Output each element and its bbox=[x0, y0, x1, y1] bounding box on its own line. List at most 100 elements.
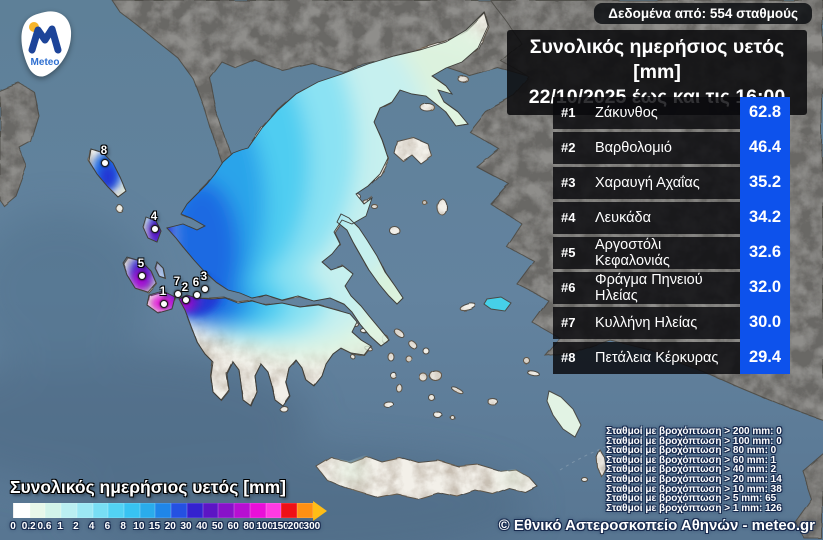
legend-tick: 4 bbox=[88, 521, 95, 532]
logo-m-glyph bbox=[28, 25, 62, 54]
station-stats: Σταθμοί με βροχόπτωση > 200 mm: 0 Σταθμοί… bbox=[606, 427, 782, 513]
stat-line: Σταθμοί με βροχόπτωση > 20 mm: 14 bbox=[606, 473, 782, 485]
precip-value: 32.6 bbox=[748, 243, 782, 262]
legend-color-bar bbox=[13, 500, 327, 521]
lesbos bbox=[393, 136, 432, 164]
marker-dot bbox=[160, 300, 168, 308]
legend-segment bbox=[92, 503, 109, 518]
marker-dot bbox=[201, 285, 209, 293]
legend-segment bbox=[218, 503, 235, 518]
rank-label: #8 bbox=[561, 350, 576, 366]
marker-number: 4 bbox=[150, 211, 158, 223]
marker-dot bbox=[193, 291, 201, 299]
legend-tick: 300 bbox=[303, 521, 321, 532]
rank-label: #7 bbox=[561, 315, 576, 331]
stat-line: Σταθμοί με βροχόπτωση > 80 mm: 0 bbox=[606, 445, 777, 457]
rhodes bbox=[546, 390, 582, 438]
legend-tick: 60 bbox=[227, 521, 239, 532]
marker-number: 6 bbox=[192, 277, 200, 289]
ranking-row: #8 Πετάλεια Κέρκυρας 29.4 bbox=[553, 342, 790, 374]
rank-label: #3 bbox=[561, 175, 576, 191]
legend-segment bbox=[265, 503, 282, 518]
station-name: Ζάκυνθος bbox=[595, 104, 658, 121]
rank-label: #4 bbox=[561, 210, 576, 226]
legend-segment bbox=[155, 503, 172, 518]
legend-tick: 2 bbox=[73, 521, 79, 532]
legend-segment bbox=[45, 503, 62, 518]
legend-segment bbox=[296, 503, 313, 518]
stat-line: Σταθμοί με βροχόπτωση > 10 mm: 38 bbox=[606, 483, 782, 495]
rank-label: #6 bbox=[561, 280, 576, 296]
legend-segment bbox=[29, 503, 46, 518]
rank-label: #1 bbox=[561, 105, 576, 121]
value-column bbox=[740, 97, 790, 374]
legend-tick: 0.6 bbox=[37, 521, 52, 532]
precip-value: 34.2 bbox=[748, 208, 782, 227]
stat-line: Σταθμοί με βροχόπτωση > 5 mm: 65 bbox=[606, 493, 777, 505]
ranking-row: #1 Ζάκυνθος 62.8 bbox=[553, 97, 790, 129]
color-scale-legend: Συνολικός ημερήσιος υετός [mm] 0 0.2 0.6 1 2… bbox=[0, 477, 345, 537]
marker-number: 1 bbox=[159, 286, 167, 298]
marker-dot bbox=[138, 272, 146, 280]
legend-segment bbox=[171, 503, 187, 518]
karpathos bbox=[596, 448, 608, 480]
marker-number: 3 bbox=[200, 271, 208, 283]
legend-segment bbox=[13, 503, 30, 518]
italy-heel bbox=[0, 83, 40, 207]
ranking-panel: #1 Ζάκυνθος 62.8 #2 Βαρθολομιό 46.4 #3 Χαραυγή … bbox=[553, 97, 790, 374]
legend-title: Συνολικός ημερήσιος υετός [mm] bbox=[10, 477, 286, 497]
legend-segment bbox=[76, 503, 93, 518]
legend-tick: 50 bbox=[211, 521, 224, 532]
legend-tick: 1 bbox=[57, 521, 63, 532]
precip-value: 29.4 bbox=[748, 348, 782, 367]
marker-number: 5 bbox=[137, 258, 145, 270]
legend-tick: 6 bbox=[104, 521, 111, 532]
marker-number: 2 bbox=[181, 282, 189, 294]
ranking-row: #5 Αργοστόλι Κεφαλονιάς 32.6 bbox=[553, 237, 790, 269]
legend-tick: 8 bbox=[120, 521, 126, 532]
map-title-line1: Συνολικός ημερήσιος υετός [mm] bbox=[529, 36, 785, 83]
station-name: Φράγμα Πηνειού Ηλείας bbox=[595, 271, 703, 304]
legend-segment bbox=[249, 503, 266, 518]
rank-label: #5 bbox=[561, 245, 576, 261]
legend-tick: 150 bbox=[272, 521, 289, 532]
legend-segment bbox=[281, 503, 297, 518]
precip-value: 32.0 bbox=[748, 278, 782, 297]
marker-dot bbox=[151, 225, 159, 233]
meteo-logo: Meteo bbox=[14, 8, 76, 84]
station-name: Βαρθολομιό bbox=[595, 139, 672, 156]
legend-tick: 80 bbox=[243, 521, 255, 532]
legend-segment bbox=[108, 503, 125, 518]
station-name: Λευκάδα bbox=[595, 209, 651, 226]
legend-tick: 10 bbox=[133, 521, 145, 532]
stat-line: Σταθμοί με βροχόπτωση > 60 mm: 1 bbox=[606, 454, 777, 466]
legend-segment bbox=[186, 503, 203, 518]
station-name: Πετάλεια Κέρκυρας bbox=[595, 349, 719, 366]
ranking-row: #7 Κυλλήνη Ηλείας 30.0 bbox=[553, 307, 790, 339]
legend-tick: 40 bbox=[196, 521, 208, 532]
legend-arrow bbox=[312, 500, 327, 521]
ranking-row: #6 Φράγμα Πηνειού Ηλείας 32.0 bbox=[553, 272, 790, 304]
marker-number: 7 bbox=[173, 276, 181, 288]
legend-segment bbox=[234, 503, 250, 518]
legend-tick: 200 bbox=[287, 521, 305, 532]
legend-segment bbox=[61, 503, 77, 518]
precip-value: 35.2 bbox=[748, 173, 782, 192]
turkey-corner bbox=[795, 451, 823, 540]
marker-dot bbox=[182, 296, 190, 304]
stat-line: Σταθμοί με βροχόπτωση > 100 mm: 0 bbox=[606, 435, 782, 447]
legend-segment bbox=[139, 503, 156, 518]
precip-value: 46.4 bbox=[748, 138, 782, 157]
ranking-row: #4 Λευκάδα 34.2 bbox=[553, 202, 790, 234]
legend-segment bbox=[202, 503, 219, 518]
precip-value: 62.8 bbox=[748, 103, 782, 122]
rank-label: #2 bbox=[561, 140, 576, 156]
station-name: Κυλλήνη Ηλείας bbox=[595, 314, 698, 331]
legend-tick: 100 bbox=[256, 521, 274, 532]
marker-dot bbox=[174, 290, 182, 298]
station-name: Αργοστόλι Κεφαλονιάς bbox=[595, 236, 670, 269]
marker-dot bbox=[101, 159, 109, 167]
precip-value: 30.0 bbox=[748, 313, 782, 332]
data-source-badge: Δεδομένα από: 554 σταθμούς bbox=[594, 3, 812, 24]
ranking-row: #3 Χαραυγή Αχαΐας 35.2 bbox=[553, 167, 790, 199]
